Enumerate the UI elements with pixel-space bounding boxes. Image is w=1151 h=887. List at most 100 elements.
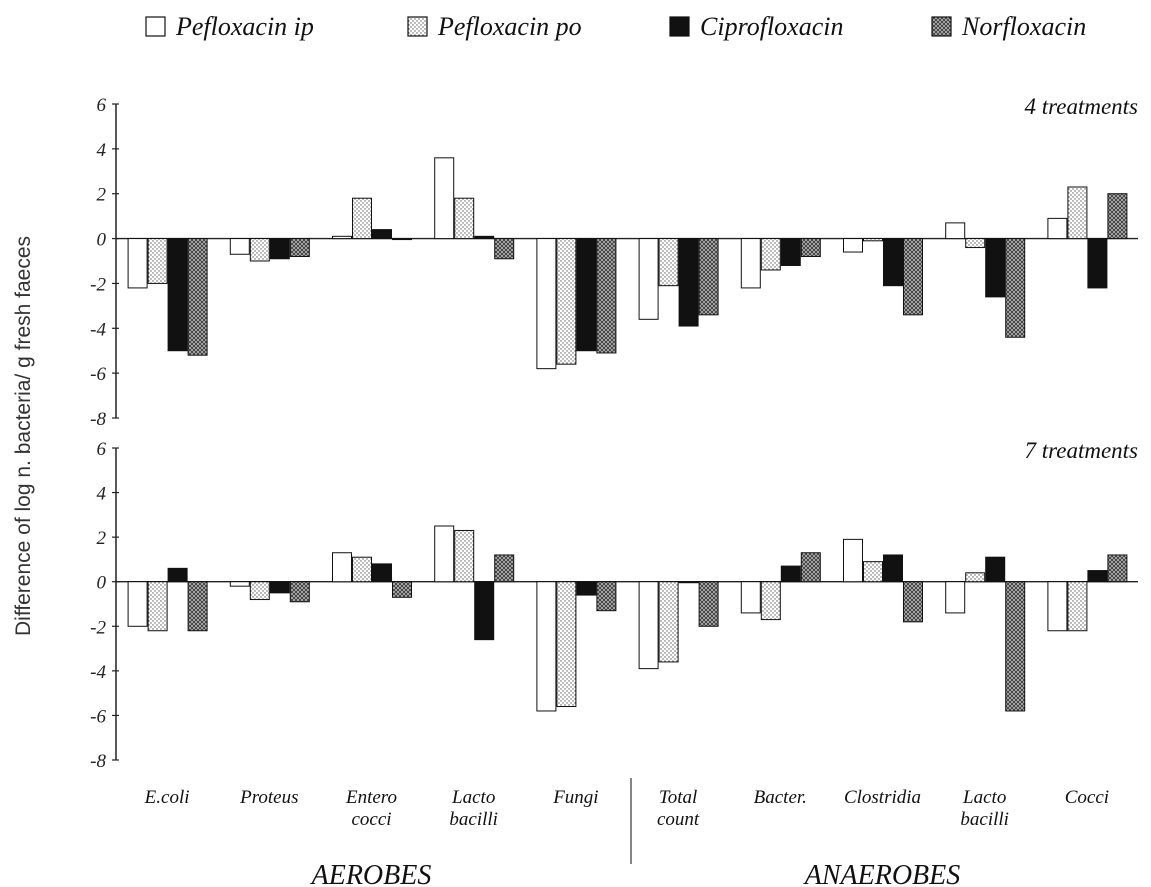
bar-pefloxacin-ip [843, 538, 863, 583]
y-tick-label: -6 [90, 706, 106, 727]
bar-ciprofloxacin [167, 238, 188, 352]
bar-pefloxacin-po [249, 581, 270, 601]
bar-pefloxacin-ip [945, 222, 966, 240]
bar-ciprofloxacin [678, 238, 699, 327]
x-tick-label: Bacter. [754, 787, 807, 808]
bar-pefloxacin-ip [332, 235, 352, 240]
y-tick-label: 4 [97, 140, 107, 161]
x-tick-label: Entero cocci [345, 787, 397, 830]
bar-ciprofloxacin [780, 565, 801, 583]
bar-pefloxacin-ip [1047, 581, 1068, 632]
bar-norfloxacin [187, 581, 208, 632]
legend-swatch-pefloxacin-po [407, 16, 428, 37]
y-tick-label: 6 [97, 95, 107, 116]
y-axis-title: Difference of log n. bacteria/ g fresh f… [12, 236, 35, 636]
y-tick-label: -4 [90, 319, 106, 340]
bar-pefloxacin-po [863, 238, 883, 242]
panel-title: 4 treatments [1025, 94, 1139, 119]
bar-ciprofloxacin [372, 229, 392, 240]
y-tick-label: -6 [90, 364, 106, 385]
bar-pefloxacin-po [147, 581, 168, 632]
bar-pefloxacin-ip [740, 238, 761, 289]
bar-pefloxacin-po [454, 197, 475, 240]
bar-norfloxacin [903, 581, 923, 623]
bar-ciprofloxacin [474, 235, 495, 240]
x-tick-label: Lacto bacilli [449, 787, 498, 830]
bar-norfloxacin [800, 238, 821, 258]
bar-norfloxacin [289, 238, 310, 258]
bar-pefloxacin-po [760, 581, 781, 621]
bar-ciprofloxacin [883, 554, 903, 583]
bar-ciprofloxacin [678, 581, 699, 584]
bar-norfloxacin [596, 581, 617, 612]
bar-ciprofloxacin [985, 556, 1006, 583]
legend: Pefloxacin ip Pefloxacin po Ciprofloxacin N… [145, 12, 1086, 41]
bar-norfloxacin [187, 238, 208, 356]
y-tick-label: -8 [90, 409, 106, 430]
y-tick-label: -4 [90, 662, 106, 683]
bar-norfloxacin [1107, 193, 1128, 240]
panel-2: 6 4 2 0 -2 -4 -6 -8 7 treatments [90, 438, 1138, 772]
bar-pefloxacin-ip [536, 581, 557, 712]
group-label-anaerobes: ANAEROBES [803, 860, 961, 887]
bar-norfloxacin [494, 238, 515, 260]
y-tick-label: 2 [97, 185, 107, 206]
y-tick-label: 6 [97, 439, 107, 460]
x-tick-label: Total count [657, 787, 700, 830]
bar-norfloxacin [698, 238, 719, 316]
bar-pefloxacin-po [352, 556, 372, 583]
y-tick-label: 4 [97, 484, 107, 505]
bar-norfloxacin [392, 238, 412, 241]
legend-swatch-ciprofloxacin [669, 16, 690, 37]
bar-pefloxacin-po [760, 238, 781, 271]
bar-pefloxacin-po [658, 581, 679, 663]
bar-pefloxacin-ip [638, 581, 659, 670]
legend-label-ciprofloxacin: Ciprofloxacin [700, 12, 843, 41]
bar-pefloxacin-ip [229, 238, 250, 255]
bar-ciprofloxacin [1087, 238, 1108, 289]
y-tick-label: 0 [97, 230, 107, 251]
bar-pefloxacin-po [249, 238, 270, 262]
bar-pefloxacin-po [965, 572, 986, 583]
bar-pefloxacin-ip [434, 157, 455, 240]
bar-pefloxacin-ip [127, 581, 148, 627]
bar-ciprofloxacin [883, 238, 903, 287]
bar-norfloxacin [1107, 554, 1128, 583]
bar-pefloxacin-ip [127, 238, 148, 289]
bar-ciprofloxacin [985, 238, 1006, 298]
legend-label-norfloxacin: Norfloxacin [961, 12, 1086, 41]
bar-norfloxacin [800, 552, 821, 583]
bar-pefloxacin-po [1067, 186, 1088, 240]
y-tick-label: -2 [90, 274, 106, 295]
bar-norfloxacin [494, 554, 515, 583]
bar-pefloxacin-po [556, 581, 577, 708]
bar-pefloxacin-po [454, 529, 475, 583]
bar-ciprofloxacin [167, 567, 188, 583]
x-tick-label: Fungi [552, 787, 598, 808]
panel-1: 6 4 2 0 -2 -4 -6 -8 4 treatments [90, 94, 1138, 430]
y-tick-label: -8 [90, 751, 106, 772]
bar-pefloxacin-ip [434, 525, 455, 583]
bar-norfloxacin [392, 581, 412, 598]
bar-ciprofloxacin [576, 581, 597, 596]
bar-ciprofloxacin [1087, 570, 1108, 583]
bar-pefloxacin-ip [945, 581, 966, 614]
y-tick-label: -2 [90, 617, 106, 638]
x-tick-label: Lacto bacilli [960, 787, 1009, 830]
group-label-aerobes: AEROBES [310, 860, 432, 887]
bar-ciprofloxacin [372, 563, 392, 583]
bar-pefloxacin-ip [638, 238, 659, 320]
bar-pefloxacin-ip [229, 581, 250, 587]
bar-pefloxacin-po [147, 238, 168, 284]
bar-pefloxacin-po [1067, 581, 1088, 632]
bar-pefloxacin-po [556, 238, 577, 365]
plot-area: 6 4 2 0 -2 -4 -6 -8 4 treatments 6 4 2 0 -2 -4 -6 -8 7 tr… [90, 94, 1138, 772]
bar-ciprofloxacin [474, 581, 495, 641]
x-axis: E.coli Proteus Entero cocci Lacto bacilli Fung… [144, 778, 1109, 887]
bar-norfloxacin [903, 238, 923, 316]
bar-norfloxacin [596, 238, 617, 354]
bar-norfloxacin [289, 581, 310, 603]
bar-pefloxacin-ip [740, 581, 761, 614]
bar-ciprofloxacin [269, 238, 290, 260]
